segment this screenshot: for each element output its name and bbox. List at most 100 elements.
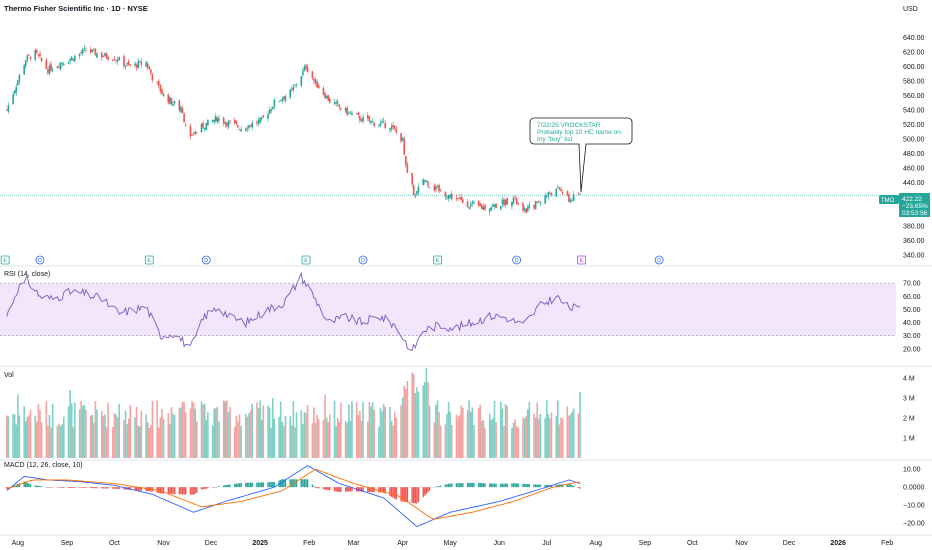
macd-histogram-bar (400, 487, 402, 502)
candle-body (169, 97, 171, 105)
volume-bar (416, 387, 418, 458)
earnings-marker (301, 255, 311, 265)
volume-bar (357, 415, 360, 458)
candle-body (333, 102, 336, 104)
candle-body (159, 84, 162, 92)
price-tick-label: 520.00 (903, 122, 925, 129)
time-tick-label: Feb (881, 540, 893, 547)
volume-bar (267, 405, 269, 458)
macd-histogram-bar (140, 487, 143, 491)
candle-body (167, 94, 170, 103)
macd-histogram-bar (180, 487, 182, 495)
volume-bar (170, 407, 173, 458)
macd-histogram-bar (462, 483, 464, 488)
candle-body (262, 115, 265, 118)
candle-body (202, 122, 204, 128)
volume-bar (346, 422, 349, 458)
macd-histogram-bar (222, 485, 225, 488)
macd-histogram-bar (281, 479, 283, 488)
volume-bar (446, 414, 448, 458)
volume-bar (544, 418, 546, 458)
macd-histogram-bar (257, 482, 260, 488)
volume-axis[interactable]: 4 M 3 M 2 M 1 M (903, 376, 915, 443)
macd-histogram-bar (492, 483, 494, 488)
volume-bar (378, 426, 380, 458)
candle-body (555, 188, 558, 197)
rsi-label: RSI (14, close) (4, 271, 50, 278)
volume-bar (40, 421, 43, 458)
candle-body (102, 55, 105, 57)
candle-body (403, 139, 406, 155)
candle-body (414, 195, 417, 197)
volume-bar (340, 402, 342, 458)
candle-body (389, 128, 391, 131)
candle-body (401, 137, 404, 141)
macd-histogram-bar (234, 483, 236, 488)
rsi-line (6, 271, 581, 351)
candle-body (58, 66, 60, 68)
volume-bar (444, 424, 447, 458)
volume-bar (512, 422, 515, 458)
macd-histogram-bar (17, 484, 19, 488)
macd-histogram-bar (245, 482, 247, 488)
volume-bar (411, 372, 413, 458)
volume-label: Vol (4, 372, 14, 379)
macd-histogram-bar (490, 483, 493, 488)
user-annotation[interactable]: 7/22/25 VROCKSTAR Probably top 10 HC nam… (529, 117, 633, 193)
macd-histogram-bar (470, 482, 472, 488)
macd-histogram-bar (544, 484, 546, 488)
price-axis[interactable]: 640.00 620.00 600.00 580.00 560.00 540.00 520.… (903, 35, 925, 260)
volume-bar (393, 411, 396, 458)
macd-histogram-bar (80, 487, 82, 488)
candle-body (45, 60, 48, 69)
macd-histogram-bar (173, 487, 176, 495)
candle-body (50, 64, 52, 71)
macd-histogram-bar (205, 487, 207, 489)
volume-bar (514, 419, 516, 458)
macd-histogram-bar (107, 487, 109, 489)
candle-body (424, 180, 426, 182)
macd-histogram-bar (349, 487, 352, 492)
macd-histogram-bar (70, 487, 73, 488)
volume-bar (389, 406, 391, 458)
macd-histogram-bar (50, 487, 52, 488)
volume-tick-label: 2 M (903, 416, 915, 423)
volume-bar (355, 402, 358, 458)
candle-body (566, 191, 569, 195)
rsi-axis[interactable]: 70.00 60.00 50.00 40.00 30.00 20.00 (903, 281, 921, 354)
candle-body (436, 186, 439, 188)
volume-bar (270, 427, 273, 458)
candle-body (83, 48, 86, 50)
volume-bar (422, 385, 425, 458)
candle-body (473, 202, 475, 204)
volume-bar (294, 427, 296, 458)
macd-histogram-bar (135, 487, 138, 491)
candle-body (384, 123, 387, 129)
candle-body (477, 200, 480, 206)
macd-histogram-bar (39, 486, 41, 488)
volume-bar (436, 400, 439, 458)
candle-body (116, 59, 119, 62)
volume-bar (48, 414, 51, 458)
volume-bar (227, 412, 230, 458)
macd-axis[interactable]: 10.00 0.0000 −10.00 −20.00 (903, 467, 925, 528)
macd-histogram-bar (413, 487, 415, 504)
candle-body (123, 56, 125, 67)
candle-body (525, 208, 527, 214)
candle-body (349, 112, 352, 114)
candle-body (295, 84, 298, 86)
volume-bar (417, 391, 420, 458)
candle-body (34, 49, 37, 60)
macd-histogram-bar (468, 482, 470, 488)
candle-body (428, 186, 431, 188)
signal-line (6, 468, 581, 520)
candle-body (538, 201, 540, 203)
time-axis[interactable]: Aug Sep Oct Nov Dec 2025 Feb Mar Apr May Jun Jul Aug… (12, 540, 894, 547)
macd-histogram-bar (211, 487, 214, 488)
candle-body (455, 197, 458, 200)
current-price-badge[interactable]: TMO 422.22 −23.65% 03:53:56 (879, 193, 930, 217)
candle-body (446, 197, 448, 199)
volume-bar (135, 406, 138, 458)
